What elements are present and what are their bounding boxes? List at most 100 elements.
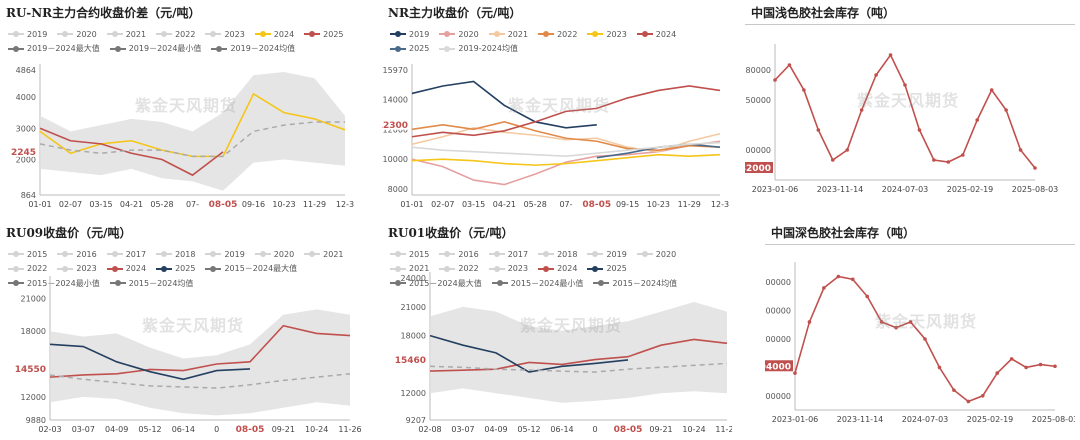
- legend-label: 2022: [175, 29, 196, 39]
- legend-item[interactable]: 2015: [390, 248, 429, 261]
- x-tick-label: 12-3: [336, 200, 354, 209]
- y-tick-label: 3000: [16, 124, 36, 133]
- legend-item[interactable]: 2025: [156, 262, 195, 275]
- legend-item[interactable]: 2020: [57, 28, 97, 41]
- legend-label: 2016: [458, 249, 479, 259]
- data-point: [879, 320, 884, 324]
- legend-item[interactable]: 2025: [304, 28, 344, 41]
- current-value-label: 15460: [395, 356, 426, 366]
- y-tick-label: 12000: [21, 393, 46, 402]
- legend-item[interactable]: 2016: [57, 248, 97, 261]
- legend-item[interactable]: 2015－2024最小值: [491, 277, 583, 290]
- legend-item[interactable]: 2019: [390, 28, 429, 41]
- legend-item[interactable]: 2019－2024均值: [211, 42, 295, 55]
- y-tick-label: 2000: [16, 156, 36, 165]
- legend-item[interactable]: 2018: [538, 248, 577, 261]
- y-tick-label: 9880: [26, 416, 46, 425]
- chart-legend: 2019 2020 2021 2022 2023 2024 2025 2019－2024最大值…: [8, 26, 358, 55]
- legend-item[interactable]: 2015－2024最大值: [390, 277, 482, 290]
- chart-title: RU01收盘价（元/吨）: [388, 226, 514, 240]
- legend-swatch-icon: [538, 265, 555, 272]
- legend-swatch-icon: [57, 31, 74, 37]
- legend-item[interactable]: 2022: [439, 262, 479, 275]
- current-value-label: 14550: [15, 365, 46, 375]
- legend-item[interactable]: 2021: [304, 248, 344, 261]
- legend-item[interactable]: 2019: [8, 28, 47, 41]
- legend-swatch-icon: [57, 251, 74, 257]
- legend-item[interactable]: 2019－2024最小值: [109, 42, 201, 55]
- legend-swatch-icon: [106, 31, 123, 37]
- legend-item[interactable]: 2024: [636, 28, 676, 41]
- x-tick-label: 09-21: [649, 425, 672, 434]
- legend-item[interactable]: 2022: [8, 262, 47, 275]
- x-tick-label: 09-15: [616, 200, 639, 209]
- legend-swatch-icon: [439, 265, 456, 272]
- legend-item[interactable]: 2023: [488, 262, 528, 275]
- legend-item[interactable]: 2024: [254, 28, 294, 41]
- legend-item[interactable]: 2023: [57, 262, 97, 275]
- data-point: [850, 277, 855, 282]
- current-value-label: 2245: [11, 148, 36, 158]
- legend-item[interactable]: 2024: [538, 262, 577, 275]
- legend-item[interactable]: 2015－2024均值: [593, 277, 677, 290]
- range-band: [40, 72, 345, 191]
- y-tick-label: 550000: [745, 96, 771, 105]
- legend-item[interactable]: 2021: [106, 28, 146, 41]
- legend-swatch-icon: [8, 45, 24, 52]
- legend-item[interactable]: 2023: [205, 28, 245, 41]
- legend-item[interactable]: 2019-2024均值: [439, 42, 518, 55]
- legend-item[interactable]: 2015－2024均值: [109, 277, 193, 290]
- x-tick-label: 06-14: [550, 425, 573, 434]
- legend-item[interactable]: 2020: [254, 248, 294, 261]
- current-value-label: 482000: [745, 164, 771, 174]
- chart-legend: 2019 2020 2021 2022 2023 2024 2025 2019-2024均值: [390, 26, 730, 55]
- legend-item[interactable]: 2021: [390, 262, 429, 275]
- watermark: 紫金天风期货: [857, 91, 960, 110]
- legend-item[interactable]: 2019: [205, 248, 245, 261]
- legend-item[interactable]: 2015－2024最小值: [8, 277, 100, 290]
- legend-swatch-icon: [109, 280, 126, 286]
- title-divider: [745, 24, 1075, 25]
- legend-item[interactable]: 2023: [587, 28, 627, 41]
- legend-item[interactable]: 2015: [8, 248, 47, 261]
- legend-label: 2019-2024均值: [458, 44, 518, 53]
- y-tick-label: 10000: [383, 155, 408, 164]
- legend-item[interactable]: 2019－2024最大值: [8, 42, 100, 55]
- data-point: [980, 394, 985, 398]
- legend-item[interactable]: 2025: [390, 42, 429, 55]
- legend-swatch-icon: [106, 251, 123, 257]
- chart-plot: 500000 550000 580000 2023-01-06 2023-11-14 20…: [745, 44, 1058, 194]
- legend-item[interactable]: 2018: [156, 248, 195, 261]
- legend-swatch-icon: [205, 31, 222, 37]
- watermark: 紫金天风期货: [508, 96, 611, 115]
- legend-item[interactable]: 2022: [538, 28, 577, 41]
- legend-swatch-icon: [488, 251, 505, 257]
- legend-item[interactable]: 2024: [106, 262, 146, 275]
- legend-item[interactable]: 2022: [156, 28, 195, 41]
- series-line: [429, 334, 629, 373]
- y-tick-label: 21000: [401, 303, 426, 312]
- legend-item[interactable]: 2020: [439, 28, 479, 41]
- data-point: [989, 88, 994, 92]
- x-tick-label: 03-15: [89, 200, 112, 209]
- legend-label: 2023: [224, 29, 245, 39]
- legend-item[interactable]: 2021: [488, 28, 528, 41]
- x-tick-label: 02-07: [431, 200, 454, 209]
- legend-item[interactable]: 2020: [636, 248, 676, 261]
- legend-item[interactable]: 2017: [106, 248, 146, 261]
- x-tick-label: 08-05: [582, 200, 611, 210]
- watermark: 紫金天风期货: [875, 312, 978, 331]
- y-tick-label: 24000: [401, 274, 426, 283]
- legend-swatch-icon: [439, 31, 456, 37]
- legend-item[interactable]: 2017: [488, 248, 528, 261]
- legend-item[interactable]: 2016: [439, 248, 479, 261]
- data-point: [1004, 108, 1008, 112]
- legend-swatch-icon: [538, 31, 555, 37]
- legend-item[interactable]: 2025: [587, 262, 627, 275]
- chart-title: 中国深色胶社会库存（吨）: [771, 226, 916, 240]
- legend-item[interactable]: 2015－2024最大值: [205, 262, 297, 275]
- data-point: [816, 128, 821, 132]
- legend-item[interactable]: 2019: [587, 248, 627, 261]
- chart-panel-dark-rubber-stock: 中国深色胶社会库存（吨） 700000800000900000100000011…: [765, 220, 1075, 440]
- chart-panel-ru-nr-spread: RU-NR主力合约收盘价差（元/吨） 2019 2020 2021 2022 2023 2…: [0, 0, 362, 215]
